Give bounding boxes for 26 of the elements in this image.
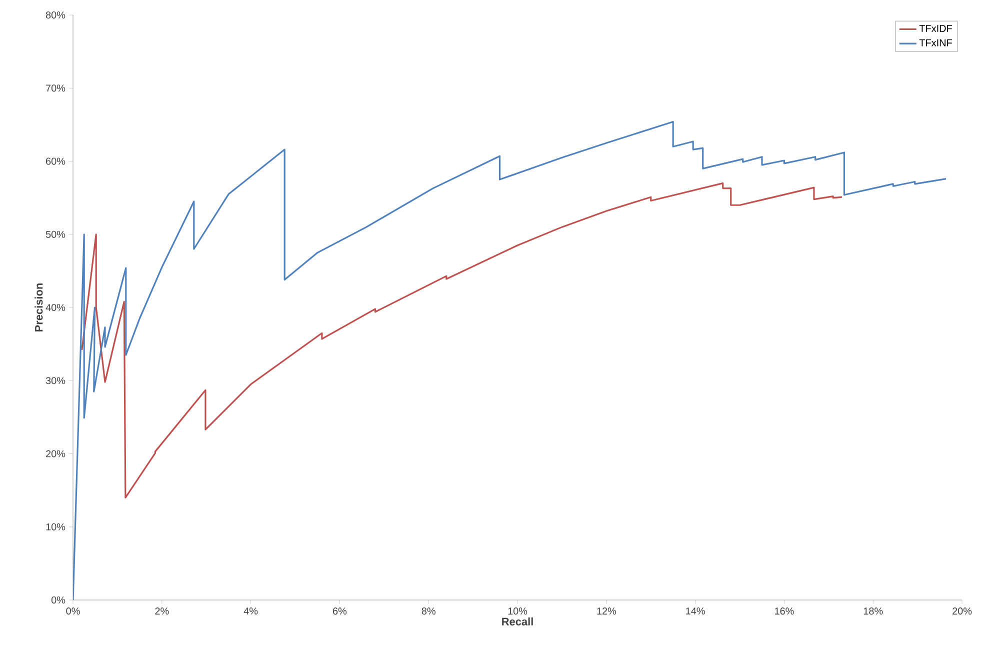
x-tick-label: 0% — [66, 608, 80, 615]
y-tick-label: 60% — [46, 158, 66, 165]
legend-label: TFxIDF — [919, 25, 952, 32]
y-tick-label: 80% — [46, 11, 66, 19]
y-tick-label: 50% — [46, 230, 66, 238]
x-tick-label: 20% — [952, 608, 972, 615]
y-tick-label: 20% — [46, 450, 66, 458]
x-tick-label: 2% — [155, 608, 169, 615]
x-axis-title: Recall — [502, 617, 533, 626]
y-tick-label: 0% — [51, 596, 66, 604]
y-axis-title: Precision — [34, 284, 43, 332]
x-tick-label: 14% — [686, 608, 705, 614]
x-tick-label: 16% — [775, 608, 794, 615]
x-tick-label: 6% — [333, 608, 347, 615]
line-series — [81, 182, 843, 498]
x-tick-label: 18% — [864, 608, 883, 615]
y-tick-label: 10% — [46, 523, 66, 530]
y-tick-label: 40% — [46, 304, 66, 312]
line-series — [73, 120, 947, 600]
legend-label: TFxINF — [919, 39, 952, 46]
y-tick-label: 30% — [46, 377, 66, 384]
y-tick-label: 70% — [46, 84, 66, 92]
x-tick-label: 12% — [597, 608, 616, 615]
x-tick-label: 8% — [422, 608, 436, 615]
x-tick-label: 4% — [244, 608, 258, 614]
x-tick-label: 10% — [508, 608, 528, 615]
